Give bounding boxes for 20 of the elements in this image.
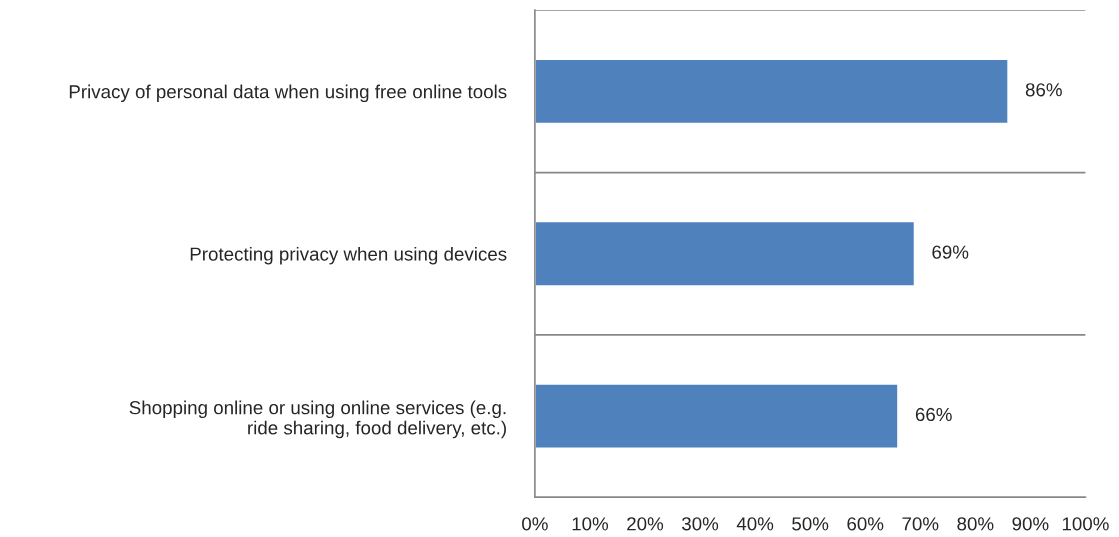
x-tick-label: 30% (682, 517, 719, 531)
x-tick-label: 90% (1012, 517, 1049, 531)
bar (534, 220, 916, 288)
bar (534, 57, 1010, 125)
x-tick-label: 60% (847, 517, 884, 531)
x-tick-label: 20% (627, 517, 664, 531)
x-tick-label: 50% (792, 517, 829, 531)
y-tick-label: Protecting privacy when using devices (190, 246, 507, 265)
bar (534, 382, 900, 450)
y-tick-label: Privacy of personal data when using free online tools (69, 84, 507, 103)
data-label: 66% (915, 407, 952, 422)
data-label: 86% (1025, 83, 1062, 97)
y-tick-label: Shopping online or using online services (e.g. ride sharing, food delivery, etc.) (129, 400, 506, 439)
x-tick-label: 0% (522, 517, 548, 531)
x-tick-label: 100% (1062, 517, 1109, 531)
data-label: 69% (932, 245, 969, 259)
x-tick-label: 10% (572, 517, 609, 531)
x-tick-label: 80% (957, 517, 994, 531)
x-tick-label: 40% (736, 517, 774, 531)
x-tick-label: 70% (902, 517, 939, 531)
